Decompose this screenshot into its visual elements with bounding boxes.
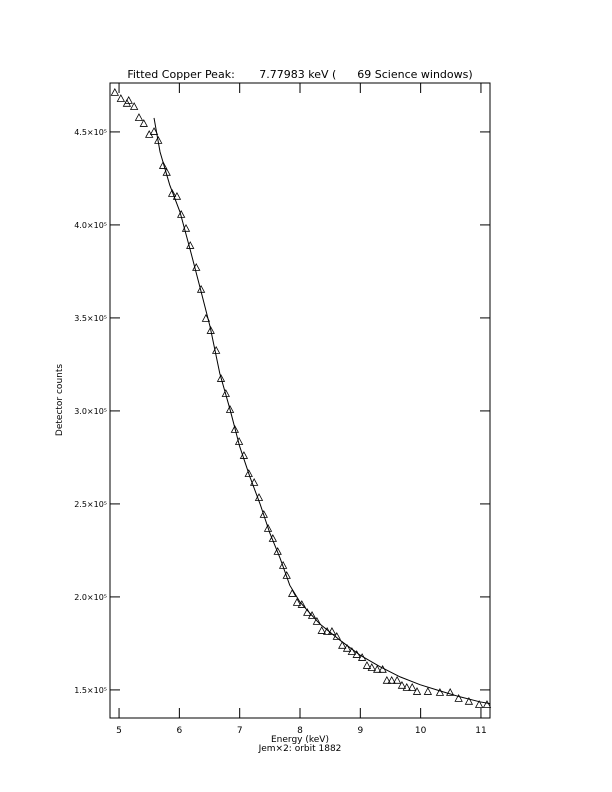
data-point [273, 547, 282, 555]
data-point [149, 127, 159, 135]
y-tick-label: 2.5×10⁵ [74, 500, 107, 509]
data-point [435, 688, 445, 696]
data-point [292, 598, 302, 606]
data-point [263, 523, 273, 532]
data-point [225, 405, 235, 413]
data-point [307, 611, 317, 619]
data-point [139, 119, 148, 127]
data-point [211, 345, 221, 354]
data-point [129, 102, 139, 110]
data-point [230, 425, 240, 433]
x-tick-label: 6 [176, 726, 182, 736]
y-tick-label: 3.5×10⁵ [74, 314, 107, 323]
data-point [244, 469, 253, 477]
y-tick-label: 4.0×10⁵ [74, 221, 107, 230]
data-point [206, 326, 215, 334]
data-point [392, 675, 402, 684]
y-tick-label: 2.0×10⁵ [74, 593, 107, 602]
data-point [474, 700, 484, 708]
x-tick-label: 7 [237, 726, 243, 736]
data-point [221, 389, 230, 397]
data-point [382, 675, 392, 684]
data-point [373, 664, 382, 673]
data-point [259, 510, 268, 518]
data-point [362, 661, 372, 669]
data-point [454, 693, 463, 702]
data-point [186, 241, 195, 249]
data-point [317, 626, 326, 634]
data-point [446, 688, 455, 696]
data-point [338, 640, 347, 649]
plot-frame [109, 82, 491, 719]
y-tick-label: 1.5×10⁵ [74, 686, 107, 695]
data-point [342, 643, 352, 652]
x-tick-label: 10 [415, 726, 427, 736]
data-point [464, 696, 474, 705]
y-axis-label: Detector counts [55, 364, 65, 436]
data-point [367, 663, 376, 671]
x-tick-label: 11 [475, 726, 486, 736]
data-point [124, 96, 133, 104]
fit-line [153, 117, 491, 705]
data-point [278, 561, 288, 569]
x-axis-label: Energy (keV) [271, 735, 329, 745]
data-point [172, 191, 182, 200]
data-point [282, 571, 291, 579]
data-point [402, 683, 411, 691]
x-tick-label: 5 [116, 726, 122, 736]
data-point [397, 680, 407, 689]
data-point [158, 161, 168, 169]
y-tick-label: 3.0×10⁵ [74, 407, 107, 416]
data-point [312, 616, 322, 625]
data-point [387, 675, 396, 684]
data-point [423, 687, 433, 695]
data-point [116, 94, 126, 102]
data-point [110, 88, 119, 96]
data-point [297, 600, 306, 608]
data-point [412, 687, 422, 695]
data-point [287, 589, 297, 597]
chart-title: Fitted Copper Peak: 7.77983 keV ( 69 Sci… [127, 68, 472, 81]
data-point [408, 683, 417, 691]
subtitle: Jem×2: orbit 1882 [258, 744, 342, 754]
x-tick-label: 8 [297, 726, 303, 736]
data-point [216, 374, 226, 382]
data-point [347, 647, 357, 655]
data-point [167, 189, 177, 197]
data-point [482, 700, 492, 708]
x-tick-label: 9 [357, 726, 363, 736]
y-tick-label: 4.5×10⁵ [74, 128, 107, 137]
data-point [134, 113, 144, 121]
